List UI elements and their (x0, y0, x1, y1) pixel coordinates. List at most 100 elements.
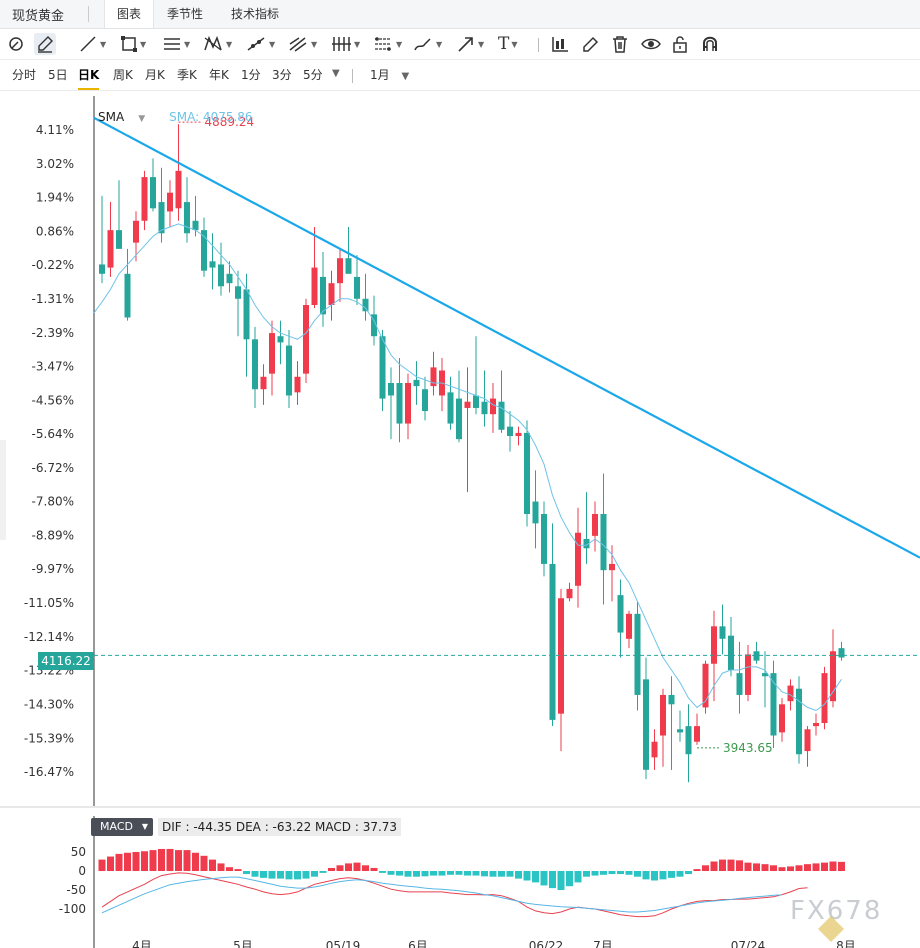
brush-icon[interactable]: ▼ (412, 33, 442, 55)
tab-seasonality[interactable]: 季节性 (167, 7, 204, 21)
period-weekly[interactable]: 周K (113, 68, 133, 82)
macd-bar (404, 871, 412, 877)
sma-value: SMA: 4075.86 (169, 110, 253, 124)
candle-down (456, 398, 462, 440)
y-tick-label: -0.22% (32, 258, 74, 272)
candle-down (235, 286, 241, 299)
macd-indicator-select[interactable]: MACD ▼ (91, 818, 153, 836)
period-quarterly[interactable]: 季K (177, 68, 197, 82)
macd-bar (353, 862, 361, 871)
macd-bar (234, 869, 242, 871)
period-yearly[interactable]: 年K (209, 68, 229, 82)
period-3min[interactable]: 3分 (272, 68, 292, 82)
tab-chart[interactable]: 图表 (104, 0, 155, 28)
price-chart[interactable]: 4.11% 3.02% 1.94% 0.86% -0.22% -1.31% -2.39% -3… (0, 96, 920, 948)
macd-tick-label: -100 (59, 902, 86, 916)
macd-bar (719, 859, 726, 871)
period-monthly[interactable]: 月K (145, 68, 165, 82)
range-select[interactable]: 1月 ▼ (370, 68, 410, 82)
text-icon[interactable]: T ▼ (498, 34, 518, 54)
macd-bar (634, 871, 641, 877)
candle-down (150, 177, 156, 209)
macd-bar (430, 871, 437, 876)
candle-up (787, 685, 794, 702)
candle-up (515, 432, 522, 437)
macd-bar (141, 851, 148, 871)
x-tick-label: 5月 (233, 939, 253, 948)
ray-icon[interactable]: ▼ (245, 33, 275, 55)
y-tick-label: 4.11% (36, 123, 74, 137)
sidebar-toggle[interactable] (0, 440, 6, 540)
macd-bar (804, 864, 811, 871)
macd-bar (166, 848, 174, 871)
candle-down (677, 729, 683, 733)
period-bar: 分时 5日 日K 周K 月K 季K 年K 1分 3分 5分 ▼ 1月 ▼ (0, 60, 920, 91)
eye-icon[interactable] (640, 33, 662, 55)
x-tick-label: 05/19 (326, 939, 361, 948)
pattern-icon[interactable]: ▼ (202, 33, 232, 55)
sma-legend[interactable]: SMA ▼ SMA: 4075.86 (98, 110, 253, 124)
top-bar: 现货黄金 图表 季节性 技术指标 (0, 0, 920, 29)
candle-down (184, 202, 190, 234)
candle-up (558, 598, 564, 714)
macd-bar (251, 871, 259, 877)
bars-icon[interactable]: ▼ (330, 33, 360, 55)
candle-up (566, 588, 573, 599)
candle-up (804, 729, 811, 752)
magnet-icon[interactable] (700, 33, 720, 55)
trash-icon[interactable] (610, 33, 630, 55)
macd-bar (727, 859, 735, 871)
macd-bar (396, 871, 403, 876)
candle-type-icon[interactable] (550, 33, 570, 55)
fork-icon[interactable]: ▼ (287, 33, 317, 55)
candle-down (736, 673, 743, 695)
candle-down (838, 648, 845, 658)
y-tick-label: -9.97% (32, 562, 74, 576)
y-tick-label: -12.14% (24, 630, 74, 644)
pen-icon[interactable] (34, 33, 56, 55)
period-intraday[interactable]: 分时 (12, 68, 37, 82)
macd-bar (311, 871, 318, 877)
macd-bar (472, 871, 480, 876)
parallel-lines-icon[interactable]: ▼ (162, 33, 190, 55)
candle-down (685, 726, 692, 755)
x-tick-label: 06/22 (529, 939, 564, 948)
candle-down (345, 258, 352, 274)
period-daily[interactable]: 日K (78, 68, 100, 90)
period-5d[interactable]: 5日 (48, 68, 68, 82)
candle-up (337, 258, 343, 284)
candle-up (779, 704, 785, 733)
macd-bar (787, 866, 794, 871)
candle-down (447, 392, 454, 424)
y-tick-label: -3.47% (32, 359, 74, 373)
macd-bar (642, 871, 650, 880)
edit-icon[interactable] (580, 33, 600, 55)
candle-down (158, 202, 165, 234)
macd-bar (744, 862, 752, 871)
candle-down (388, 382, 394, 396)
sma-dropdown-icon[interactable]: ▼ (138, 114, 146, 124)
macd-bar (260, 871, 267, 878)
candle-up (745, 654, 751, 695)
macd-bar (421, 871, 429, 877)
tab-indicators[interactable]: 技术指标 (231, 7, 280, 21)
y-tick-label: 0.86% (36, 224, 74, 238)
arrow-icon[interactable]: ▼ (456, 33, 484, 55)
rectangle-icon[interactable]: ▼ (120, 33, 146, 55)
candle-up (303, 305, 309, 374)
macd-bar (226, 867, 233, 871)
cursor-icon[interactable] (6, 33, 26, 55)
lock-icon[interactable] (670, 33, 690, 55)
period-1min[interactable]: 1分 (241, 68, 261, 82)
fib-icon[interactable]: ▼ (372, 33, 402, 55)
more-periods-chevron-icon[interactable]: ▼ (332, 68, 340, 79)
candle-up (328, 283, 335, 306)
macd-bar (600, 871, 607, 875)
line-icon[interactable]: ▼ (78, 33, 106, 55)
period-5min[interactable]: 5分 (303, 68, 323, 82)
candle-down (371, 314, 377, 337)
macd-bar (362, 865, 369, 871)
macd-bar (107, 856, 114, 871)
macd-bar (676, 871, 684, 877)
candle-down (218, 264, 224, 287)
